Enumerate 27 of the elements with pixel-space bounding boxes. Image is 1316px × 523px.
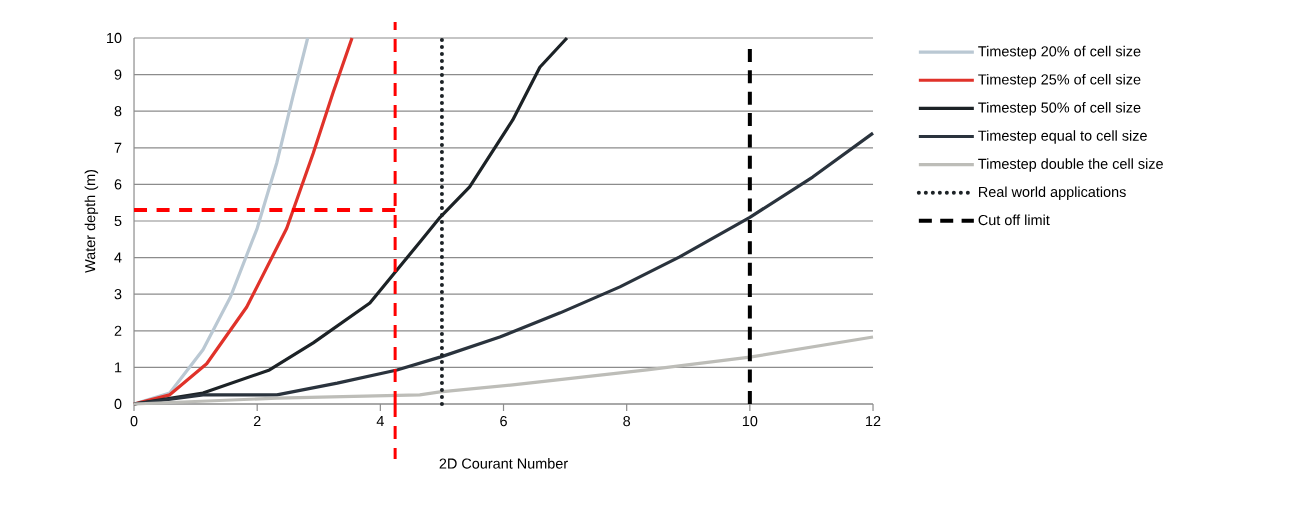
y-tick-label: 9 xyxy=(114,69,122,80)
legend-label: Cut off limit xyxy=(978,214,1050,226)
legend-label: Timestep double the cell size xyxy=(978,158,1163,172)
x-tick-label: 8 xyxy=(623,415,631,427)
legend-label: Real world applications xyxy=(979,186,1126,200)
y-tick-label: 1 xyxy=(115,362,122,373)
legend-label: Timestep 50% of cell size xyxy=(978,102,1141,116)
legend-label: Timestep 20% of cell size xyxy=(978,45,1141,60)
x-tick-label: 6 xyxy=(500,415,507,427)
x-axis-title: 2D Courant Number xyxy=(439,458,568,469)
y-tick-label: 2 xyxy=(114,325,122,336)
y-tick-label: 7 xyxy=(114,142,122,153)
legend-label: Timestep equal to cell size xyxy=(978,130,1147,144)
y-tick-label: 5 xyxy=(114,215,122,227)
y-tick-label: 6 xyxy=(114,179,122,190)
x-tick-label: 4 xyxy=(376,416,384,426)
y-tick-label: 10 xyxy=(107,32,122,44)
y-tick-label: 3 xyxy=(114,289,122,300)
x-tick-label: 2 xyxy=(253,415,261,427)
y-tick-label: 8 xyxy=(114,106,122,117)
y-tick-label: 0 xyxy=(114,398,122,410)
y-tick-label: 4 xyxy=(114,252,122,263)
legend-label: Timestep 25% of cell size xyxy=(978,73,1141,88)
x-tick-label: 12 xyxy=(866,415,881,427)
y-axis-title: Water depth (m) xyxy=(84,169,99,273)
x-tick-label: 10 xyxy=(742,415,758,427)
x-tick-label: 0 xyxy=(130,415,138,427)
